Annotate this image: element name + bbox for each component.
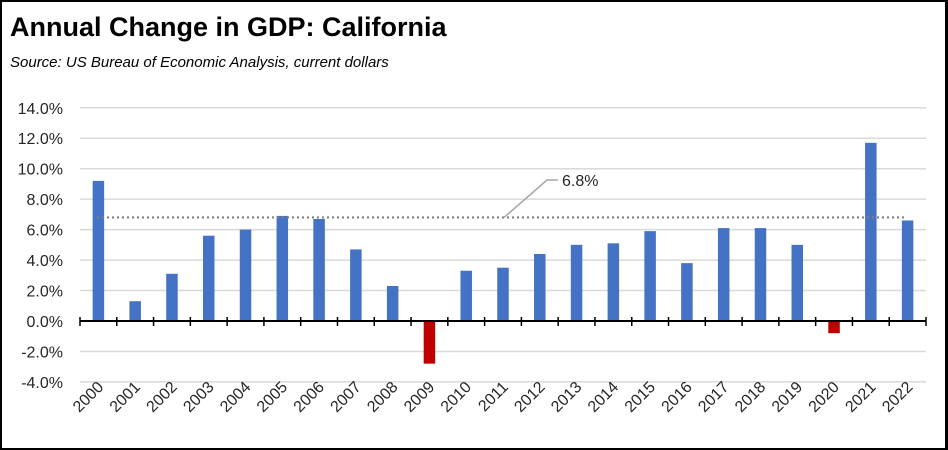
bar-2016 <box>681 263 693 321</box>
bar-2018 <box>754 228 767 321</box>
x-tick-label: 2014 <box>585 379 622 416</box>
bar-2012 <box>534 253 546 321</box>
bar-2014 <box>607 243 620 321</box>
bar-2021 <box>865 142 877 321</box>
x-tick-label: 2017 <box>695 379 732 416</box>
y-tick-label: 12.0% <box>18 131 63 148</box>
x-tick-label: 2003 <box>180 379 217 416</box>
x-tick-label: 2020 <box>806 379 843 416</box>
bar-2013 <box>570 244 583 321</box>
x-tick-label: 2021 <box>842 379 879 416</box>
bar-2011 <box>497 267 509 321</box>
bar-2007 <box>350 249 362 321</box>
bar-2004 <box>239 229 252 321</box>
x-tick-label: 2019 <box>769 379 806 416</box>
x-tick-label: 2012 <box>511 379 548 416</box>
bar-2005 <box>276 215 289 321</box>
bar-2006 <box>313 218 325 321</box>
average-leader-line <box>503 179 558 219</box>
y-tick-label: -4.0% <box>21 375 63 392</box>
x-tick-label: 2022 <box>879 379 916 416</box>
x-tick-label: 2013 <box>548 379 585 416</box>
y-tick-label: 10.0% <box>18 162 63 179</box>
bar-2000 <box>92 180 105 321</box>
bar-2019 <box>791 244 804 321</box>
x-tick-label: 2008 <box>364 379 401 416</box>
bar-2003 <box>202 235 215 321</box>
bar-2009 <box>423 321 436 364</box>
x-tick-label: 2002 <box>144 379 181 416</box>
y-tick-label: 6.0% <box>27 223 63 240</box>
bar-2010 <box>460 270 472 321</box>
bar-2015 <box>644 231 656 321</box>
y-tick-label: 0.0% <box>27 314 63 331</box>
y-tick-label: 4.0% <box>27 253 63 270</box>
y-tick-label: 8.0% <box>27 192 63 209</box>
x-tick-label: 2016 <box>659 379 696 416</box>
bar-2008 <box>386 285 399 321</box>
bar-2022 <box>901 220 914 321</box>
y-tick-label: -2.0% <box>21 344 63 361</box>
x-tick-label: 2018 <box>732 379 769 416</box>
bar-2020 <box>828 321 840 334</box>
x-tick-label: 2005 <box>254 379 291 416</box>
x-tick-label: 2009 <box>401 379 438 416</box>
x-tick-label: 2010 <box>438 379 475 416</box>
bar-2002 <box>166 273 178 321</box>
x-tick-label: 2011 <box>475 379 511 415</box>
x-tick-label: 2015 <box>622 379 659 416</box>
bar-2017 <box>717 228 730 321</box>
x-tick-label: 2007 <box>328 379 365 416</box>
chart-title: Annual Change in GDP: California <box>10 12 447 42</box>
y-tick-label: 2.0% <box>27 284 63 301</box>
y-tick-label: 14.0% <box>18 101 63 118</box>
x-tick-label: 2006 <box>291 379 328 416</box>
bar-2001 <box>129 301 141 321</box>
x-tick-label: 2001 <box>107 379 144 416</box>
chart-subtitle: Source: US Bureau of Economic Analysis, … <box>10 54 389 71</box>
x-tick-label: 2000 <box>70 379 107 416</box>
average-label: 6.8% <box>562 173 598 190</box>
x-tick-label: 2004 <box>217 379 254 416</box>
